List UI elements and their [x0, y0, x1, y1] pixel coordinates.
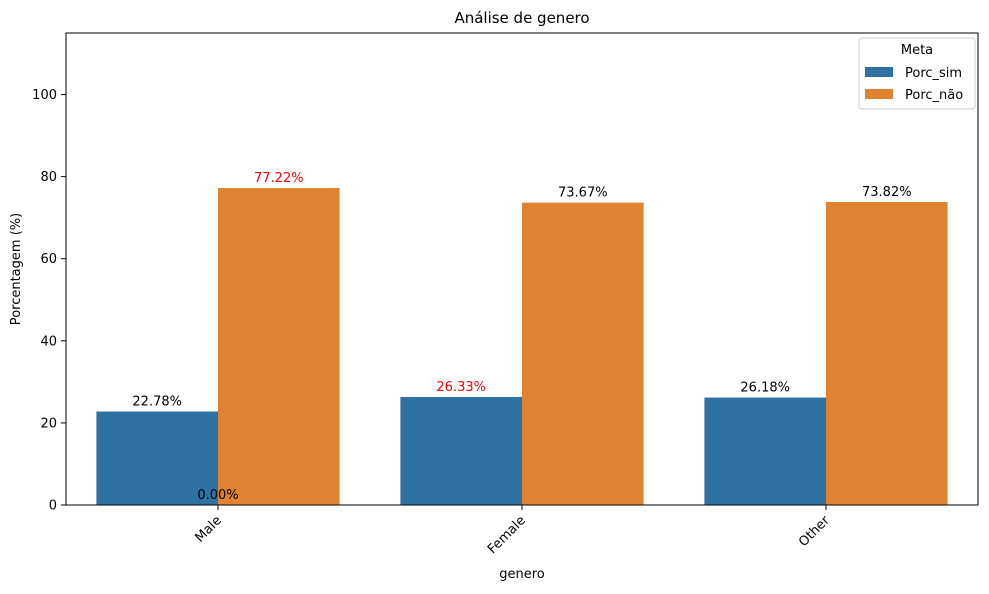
x-axis-label: genero	[499, 567, 545, 582]
y-tick-label: 60	[40, 252, 57, 267]
x-tick-label-male: Male	[192, 513, 224, 545]
y-axis: 0 20 40 60 80 100	[32, 88, 66, 514]
bar-porc-sim-other	[704, 397, 826, 505]
y-tick-label: 40	[40, 334, 57, 349]
bar-label-porc-nao-male: 77.22%	[254, 171, 304, 186]
bar-label-porc-nao-female: 73.67%	[558, 186, 608, 201]
chart-title: Análise de genero	[454, 9, 589, 27]
bar-labels-group: 22.78% 26.33% 26.18% 77.22% 73.67% 73.82% 0.00…	[132, 171, 911, 503]
bar-porc-nao-other	[826, 202, 948, 506]
bar-porc-nao-male	[218, 188, 340, 505]
x-tick-label-female: Female	[485, 513, 529, 557]
legend-label-porc-sim: Porc_sim	[905, 66, 962, 81]
y-tick-label: 100	[32, 88, 57, 103]
y-axis-label: Porcentagem (%)	[9, 213, 24, 325]
x-axis: Male Female Other	[192, 505, 833, 557]
bar-label-porc-sim-female: 26.33%	[436, 380, 486, 395]
bars-group	[96, 188, 948, 506]
y-tick-label: 0	[49, 499, 57, 514]
legend-title: Meta	[901, 43, 933, 58]
bar-label-porc-sim-male: 22.78%	[132, 395, 182, 410]
bar-porc-sim-male	[96, 411, 218, 505]
legend-swatch-porc-sim	[865, 67, 893, 77]
legend-label-porc-nao: Porc_não	[905, 88, 963, 103]
bar-porc-sim-female	[400, 396, 522, 505]
legend: Meta Porc_sim Porc_não	[858, 37, 976, 110]
annotation-0: 0.00%	[197, 488, 238, 503]
y-tick-label: 80	[40, 170, 57, 185]
bar-label-porc-nao-other: 73.82%	[862, 185, 912, 200]
y-tick-label: 20	[40, 416, 57, 431]
x-tick-label-other: Other	[796, 513, 833, 550]
legend-swatch-porc-nao	[865, 89, 893, 99]
bar-porc-nao-female	[522, 202, 644, 505]
bar-label-porc-sim-other: 26.18%	[740, 381, 790, 396]
